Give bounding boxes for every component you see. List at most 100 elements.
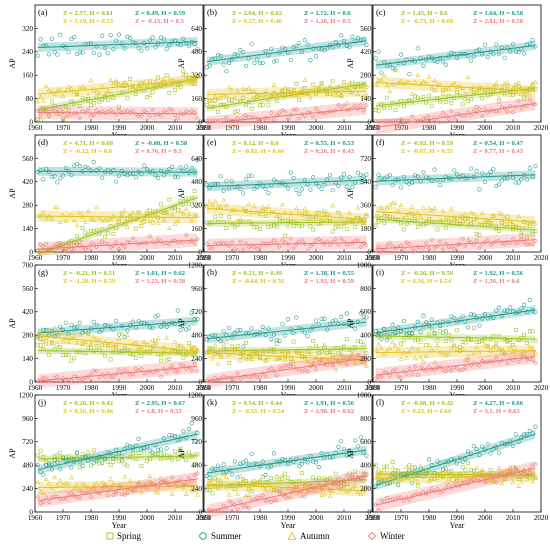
y-tick-label: 160 (22, 72, 33, 80)
data-point (212, 483, 218, 489)
plot-frame (34, 134, 204, 253)
data-point (505, 339, 510, 344)
trend-line (375, 44, 536, 66)
data-point (57, 330, 63, 335)
data-point (435, 227, 440, 232)
data-point (133, 88, 139, 93)
x-tick-label: 2010 (337, 514, 352, 522)
data-point (449, 221, 454, 226)
data-point (398, 185, 404, 190)
data-point (364, 211, 369, 216)
data-point (246, 201, 252, 206)
data-point (313, 54, 319, 59)
trend-line (206, 90, 367, 95)
data-point (505, 308, 510, 313)
data-point (178, 79, 183, 85)
data-point (347, 487, 352, 492)
data-point (159, 358, 163, 363)
data-point (158, 168, 164, 173)
data-point (227, 360, 232, 365)
data-point (178, 42, 183, 48)
data-point (415, 372, 421, 378)
data-point (364, 42, 369, 47)
data-point (390, 200, 395, 206)
data-point (274, 475, 279, 480)
data-point (114, 345, 119, 350)
data-point (224, 375, 229, 381)
data-point (381, 467, 387, 472)
data-point (341, 446, 347, 452)
data-point (527, 223, 532, 228)
data-point (280, 107, 285, 113)
data-point (192, 472, 197, 478)
data-point (164, 358, 169, 363)
data-point (305, 42, 310, 47)
data-point (161, 436, 166, 441)
data-point (97, 100, 102, 105)
y-axis-label: AP (8, 188, 17, 199)
data-point (299, 461, 305, 466)
data-point (263, 48, 268, 53)
data-point (80, 452, 85, 457)
data-point (66, 84, 71, 89)
stat-label-spring: Z = -0.08, H = 0.42 (401, 400, 454, 407)
data-point (207, 245, 212, 250)
panel-label: (j) (38, 397, 46, 407)
data-point (505, 224, 510, 229)
data-point (479, 241, 485, 247)
stat-label-winter: Z = 0.26, H = 0.43 (304, 148, 355, 155)
data-point (246, 462, 251, 467)
data-point (382, 106, 387, 111)
data-point (477, 470, 482, 475)
data-point (122, 172, 127, 177)
y-tick-label: 1200 (188, 261, 203, 269)
data-point (488, 451, 493, 456)
y-tick-label: 700 (22, 261, 33, 269)
y-tick-label: 640 (191, 155, 202, 163)
data-point (513, 432, 518, 437)
x-tick-label: 1980 (84, 124, 99, 132)
data-point (94, 44, 99, 49)
data-point (342, 344, 346, 349)
data-point (235, 184, 240, 189)
y-tick-label: 160 (191, 225, 202, 233)
data-point (66, 339, 71, 344)
data-point (308, 346, 313, 351)
series-winter (373, 349, 538, 382)
data-point (46, 499, 52, 505)
data-point (178, 165, 183, 170)
data-point (358, 435, 363, 440)
data-point (319, 47, 324, 52)
data-point (122, 343, 127, 348)
data-point (77, 378, 83, 384)
data-point (407, 366, 412, 371)
legend-label-summer: Summer (211, 531, 242, 541)
trend-line (375, 355, 536, 376)
data-point (288, 494, 294, 500)
data-point (358, 84, 364, 90)
data-point (499, 178, 504, 183)
data-point (382, 327, 387, 332)
data-point (285, 224, 291, 229)
data-point (130, 210, 136, 215)
stat-label-autumn: Z = -0.92, H = 0.66 (232, 148, 285, 155)
data-point (336, 484, 341, 489)
data-point (119, 41, 124, 46)
stat-label-summer: Z = 4.27, H = 0.66 (473, 400, 524, 407)
data-point (83, 42, 88, 47)
data-point (260, 459, 265, 464)
data-point (204, 220, 209, 225)
data-point (398, 52, 404, 57)
data-point (463, 176, 468, 181)
data-point (505, 109, 510, 114)
data-point (305, 91, 310, 96)
y-tick-label: 0 (367, 248, 371, 256)
x-tick-label: 1980 (422, 124, 437, 132)
data-point (266, 465, 271, 470)
data-point (172, 368, 178, 374)
data-point (404, 212, 409, 218)
series-summer (204, 33, 369, 74)
stat-label-autumn: Z = -0.73, H = 0.68 (401, 18, 454, 25)
trend-line (37, 41, 198, 48)
